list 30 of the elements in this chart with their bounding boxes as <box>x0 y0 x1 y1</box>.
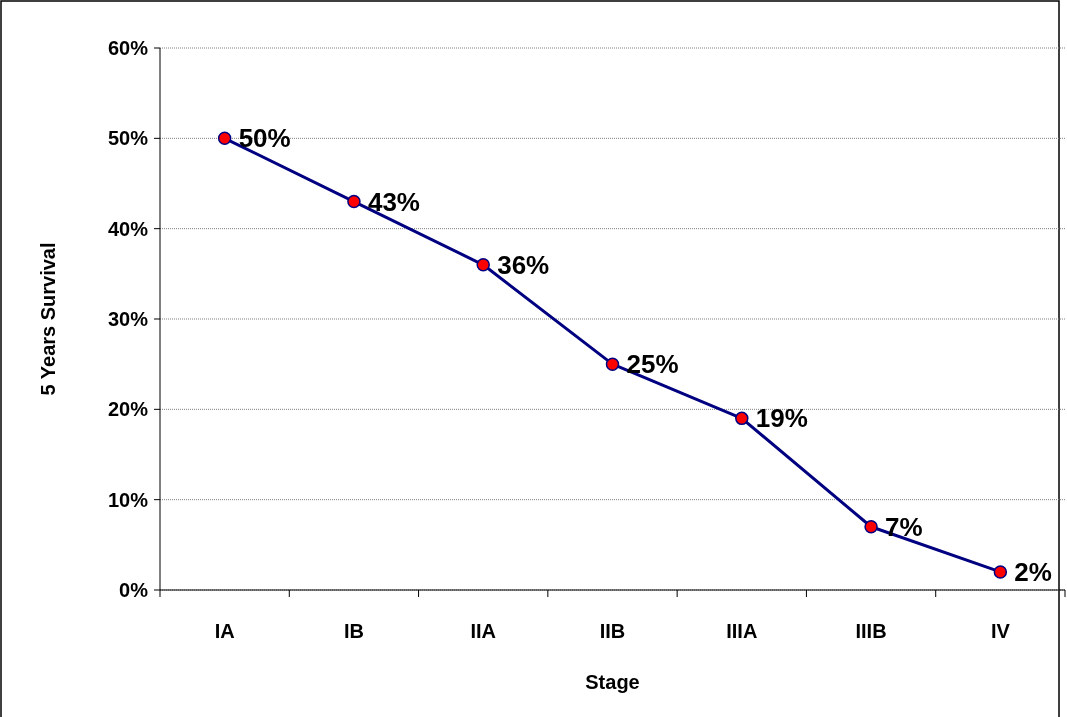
x-tick-label: IIB <box>599 620 626 642</box>
point <box>864 520 878 534</box>
x-tick-label: IIIA <box>726 620 758 642</box>
point <box>347 194 361 209</box>
y-tick-label: 50% <box>107 127 149 150</box>
x-tick-label: IIIB <box>855 620 887 642</box>
y-axis-title: 5 Years Survival <box>37 242 59 396</box>
y-tick-label: 20% <box>107 398 149 421</box>
point <box>217 131 232 146</box>
x-tick-label: IB <box>343 620 364 642</box>
data-label: 19% <box>755 403 808 434</box>
data-label: 25% <box>626 349 679 380</box>
y-tick-label: 60% <box>107 37 149 59</box>
y-tick-label: 10% <box>107 488 149 511</box>
point <box>735 411 749 426</box>
y-tick-label: 30% <box>107 308 149 330</box>
data-label: 50% <box>238 123 291 154</box>
x-axis-title: Stage <box>585 671 640 693</box>
y-tick-label: 40% <box>107 217 149 240</box>
x-tick-label: IV <box>990 620 1011 642</box>
x-tick-label: IIA <box>470 620 496 642</box>
x-tick-label: IA <box>214 620 235 642</box>
data-label: 36% <box>497 249 550 280</box>
data-label: 7% <box>885 511 923 542</box>
point <box>605 357 620 371</box>
data-label: 2% <box>1014 556 1052 587</box>
data-label: 43% <box>367 186 420 217</box>
point <box>476 258 490 272</box>
point <box>993 565 1008 579</box>
y-tick-label: 0% <box>119 579 149 601</box>
